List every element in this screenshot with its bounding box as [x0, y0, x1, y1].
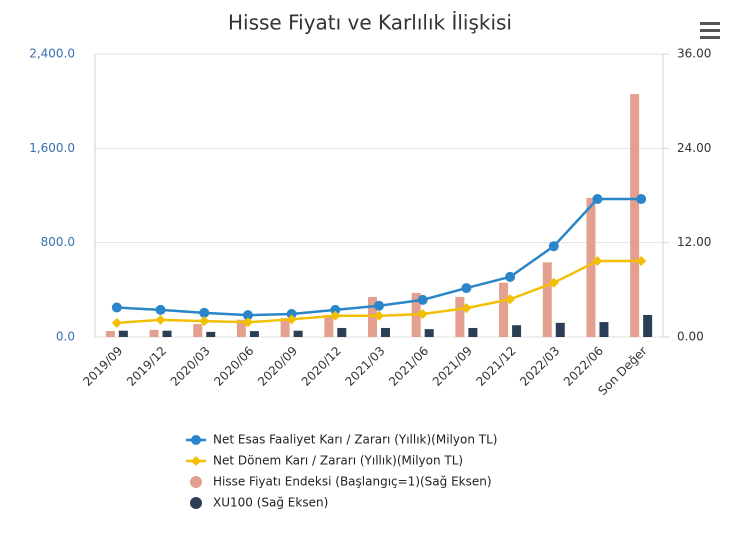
point [242, 317, 253, 328]
point [592, 255, 603, 266]
bar [512, 325, 522, 337]
point [461, 283, 472, 294]
point [286, 314, 297, 325]
bar [455, 296, 465, 337]
point [505, 271, 516, 282]
point [461, 303, 472, 314]
legend-label: XU100 (Sağ Eksen) [213, 496, 328, 510]
y2-tick-label: 24.00 [677, 141, 711, 155]
y-tick-label: 2,400.0 [29, 47, 75, 61]
point [111, 317, 122, 328]
bar [599, 322, 609, 337]
y2-tick-label: 36.00 [677, 47, 711, 61]
legend-item: Net Dönem Karı / Zararı (Yıllık)(Milyon … [186, 454, 463, 468]
point [330, 304, 341, 315]
point [592, 194, 603, 205]
legend-item: XU100 (Sağ Eksen) [190, 496, 328, 510]
point [505, 294, 516, 305]
bar [468, 327, 478, 337]
legend-marker [191, 456, 201, 466]
bar [499, 282, 509, 337]
point [417, 309, 428, 320]
bar [249, 331, 259, 337]
bar [337, 327, 347, 337]
bar [236, 319, 246, 337]
point [374, 300, 384, 311]
point [548, 241, 559, 252]
menu-bar[interactable] [700, 29, 720, 32]
bar [105, 331, 115, 337]
bar [381, 327, 390, 337]
menu-icon[interactable] [700, 22, 720, 39]
point [636, 255, 647, 266]
bar [149, 329, 159, 337]
legend-label: Hisse Fiyatı Endeksi (Başlangıç=1)(Sağ E… [213, 475, 492, 489]
point [111, 302, 122, 313]
menu-bar[interactable] [700, 36, 720, 39]
bar [206, 331, 216, 337]
bar [324, 314, 334, 337]
point [199, 307, 210, 318]
bar [630, 94, 640, 337]
point [548, 277, 559, 288]
legend-label: Net Esas Faaliyet Karı / Zararı (Yıllık)… [213, 433, 497, 447]
point [374, 310, 384, 321]
point [155, 304, 166, 315]
bar [293, 330, 303, 337]
point [417, 294, 428, 305]
bar [193, 324, 203, 337]
bar [118, 330, 128, 337]
point [286, 309, 297, 320]
bar [424, 329, 434, 337]
bar [643, 314, 653, 337]
legend-item: Net Esas Faaliyet Karı / Zararı (Yıllık)… [186, 433, 497, 447]
point [199, 316, 210, 327]
legend-item: Hisse Fiyatı Endeksi (Başlangıç=1)(Sağ E… [190, 475, 492, 489]
point [636, 194, 647, 205]
chart-title: Hisse Fiyatı ve Karlılık İlişkisi [228, 11, 512, 35]
legend-marker [190, 476, 202, 488]
legend-marker [190, 497, 202, 509]
point [242, 310, 253, 321]
bar [586, 197, 596, 337]
menu-bar[interactable] [700, 22, 720, 25]
bar [162, 330, 172, 337]
point [155, 314, 166, 325]
y2-tick-label: 12.00 [677, 235, 711, 249]
y-tick-label: 800.0 [41, 235, 75, 249]
y2-tick-label: 0.00 [677, 330, 704, 344]
y-tick-label: 1,600.0 [29, 141, 75, 155]
point [330, 310, 341, 321]
y-tick-label: 0.0 [56, 330, 75, 344]
legend-label: Net Dönem Karı / Zararı (Yıllık)(Milyon … [213, 454, 463, 468]
bar [555, 322, 565, 337]
bar [542, 262, 552, 337]
bar [280, 318, 290, 337]
legend-marker [191, 435, 201, 445]
